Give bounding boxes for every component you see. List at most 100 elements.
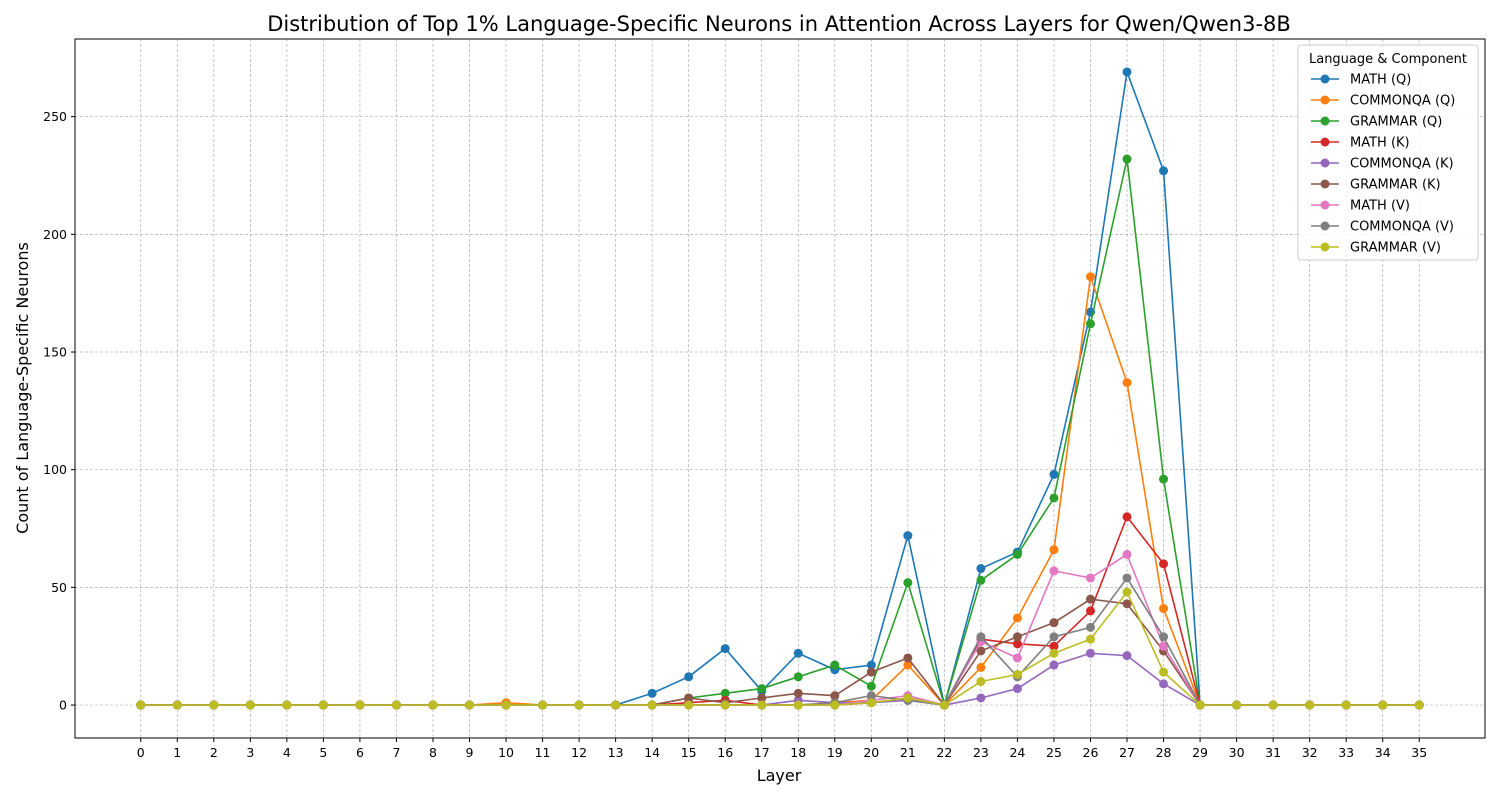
data-point	[1049, 660, 1059, 670]
legend-marker	[1320, 242, 1330, 252]
x-tick-label: 20	[863, 745, 879, 760]
legend-label: COMMONQA (V)	[1350, 220, 1454, 235]
data-point	[574, 700, 584, 710]
y-tick-label: 50	[51, 580, 67, 595]
data-point	[1012, 684, 1022, 694]
data-point	[1012, 549, 1022, 559]
y-tick-label: 250	[43, 109, 67, 124]
legend-marker	[1320, 200, 1330, 210]
legend-marker	[1320, 116, 1330, 126]
x-axis-title: Layer	[757, 766, 802, 785]
legend: Language & Component MATH (Q) COMMONQA (Q…	[1297, 44, 1479, 261]
data-point	[501, 700, 511, 710]
x-tick-label: 6	[356, 745, 364, 760]
x-tick-label: 14	[644, 745, 660, 760]
data-point	[757, 684, 767, 694]
series-group	[136, 154, 1424, 710]
legend-marker	[1320, 221, 1330, 231]
data-point	[1159, 604, 1169, 614]
data-point	[1341, 700, 1351, 710]
data-point	[1159, 632, 1169, 642]
x-tick-label: 13	[608, 745, 624, 760]
data-point	[1049, 648, 1059, 658]
data-point	[1232, 700, 1242, 710]
y-tick-label: 150	[43, 345, 67, 360]
data-point	[465, 700, 475, 710]
data-point	[1122, 378, 1132, 388]
data-point	[1012, 653, 1022, 663]
data-point	[1195, 700, 1205, 710]
x-tick-label: 19	[827, 745, 843, 760]
data-point	[1085, 606, 1095, 616]
data-point	[1159, 667, 1169, 677]
x-tick-label: 34	[1375, 745, 1391, 760]
data-point	[903, 531, 913, 541]
x-tick-label: 3	[246, 745, 254, 760]
x-tick-label: 2	[210, 745, 218, 760]
chart-title: Distribution of Top 1% Language-Specific…	[267, 12, 1291, 36]
data-point	[647, 700, 657, 710]
data-point	[1122, 549, 1132, 559]
series-line	[140, 158, 1420, 706]
x-tick-label: 23	[973, 745, 989, 760]
series-group	[136, 272, 1424, 710]
data-point	[903, 653, 913, 663]
x-tick-label: 4	[283, 745, 291, 760]
data-point	[939, 700, 949, 710]
x-tick-label: 25	[1046, 745, 1062, 760]
data-point	[1049, 632, 1059, 642]
x-tick-label: 0	[137, 745, 145, 760]
series-lines	[136, 67, 1424, 710]
x-tick-label: 22	[936, 745, 952, 760]
data-point	[830, 691, 840, 701]
data-point	[1122, 587, 1132, 597]
series-line	[140, 71, 1420, 706]
data-point	[903, 693, 913, 703]
series-line	[140, 515, 1420, 706]
data-point	[793, 688, 803, 698]
legend-title: Language & Component	[1309, 52, 1467, 67]
x-tick-label: 24	[1009, 745, 1025, 760]
x-tick-label: 17	[754, 745, 770, 760]
data-point	[245, 700, 255, 710]
data-point	[793, 700, 803, 710]
x-tick-label: 30	[1229, 745, 1245, 760]
data-point	[1085, 594, 1095, 604]
data-point	[538, 700, 548, 710]
data-point	[866, 667, 876, 677]
data-point	[1085, 573, 1095, 583]
data-point	[1085, 319, 1095, 329]
x-tick-label: 11	[535, 745, 551, 760]
x-tick-label: 8	[429, 745, 437, 760]
data-point	[172, 700, 182, 710]
series-line	[140, 275, 1420, 706]
data-point	[684, 693, 694, 703]
series-group	[136, 512, 1424, 710]
data-point	[1085, 622, 1095, 632]
legend-label: MATH (K)	[1350, 136, 1410, 151]
data-point	[1159, 679, 1169, 689]
data-point	[793, 648, 803, 658]
y-tick-label: 0	[59, 698, 67, 713]
x-tick-label: 33	[1338, 745, 1354, 760]
data-point	[720, 644, 730, 654]
data-point	[903, 660, 913, 670]
y-tick-label: 200	[43, 227, 67, 242]
data-point	[1122, 573, 1132, 583]
y-axis-title: Count of Language-Specific Neurons	[13, 242, 32, 534]
plot-frame	[74, 38, 1486, 739]
x-tick-label: 9	[466, 745, 474, 760]
data-point	[1049, 641, 1059, 651]
data-point	[1122, 651, 1132, 661]
series-line	[140, 652, 1420, 706]
x-tick-label: 18	[790, 745, 806, 760]
data-point	[684, 700, 694, 710]
data-point	[976, 677, 986, 687]
data-point	[866, 698, 876, 708]
data-point	[976, 693, 986, 703]
series-group	[136, 648, 1424, 710]
data-point	[976, 564, 986, 574]
data-point	[903, 578, 913, 588]
data-point	[866, 691, 876, 701]
legend-label: COMMONQA (Q)	[1350, 94, 1455, 109]
